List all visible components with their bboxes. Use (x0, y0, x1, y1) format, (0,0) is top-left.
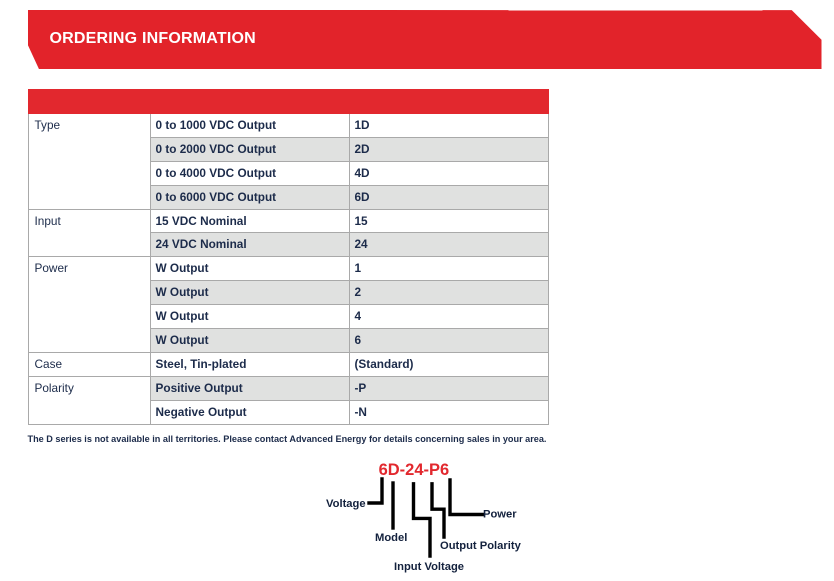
svg-text:Power: Power (483, 509, 517, 521)
svg-text:6D-24-P6: 6D-24-P6 (379, 461, 450, 479)
svg-text:Output Polarity: Output Polarity (440, 540, 522, 552)
svg-text:Voltage: Voltage (326, 498, 366, 510)
svg-text:Input Voltage: Input Voltage (394, 561, 464, 573)
svg-text:Model: Model (375, 532, 407, 544)
